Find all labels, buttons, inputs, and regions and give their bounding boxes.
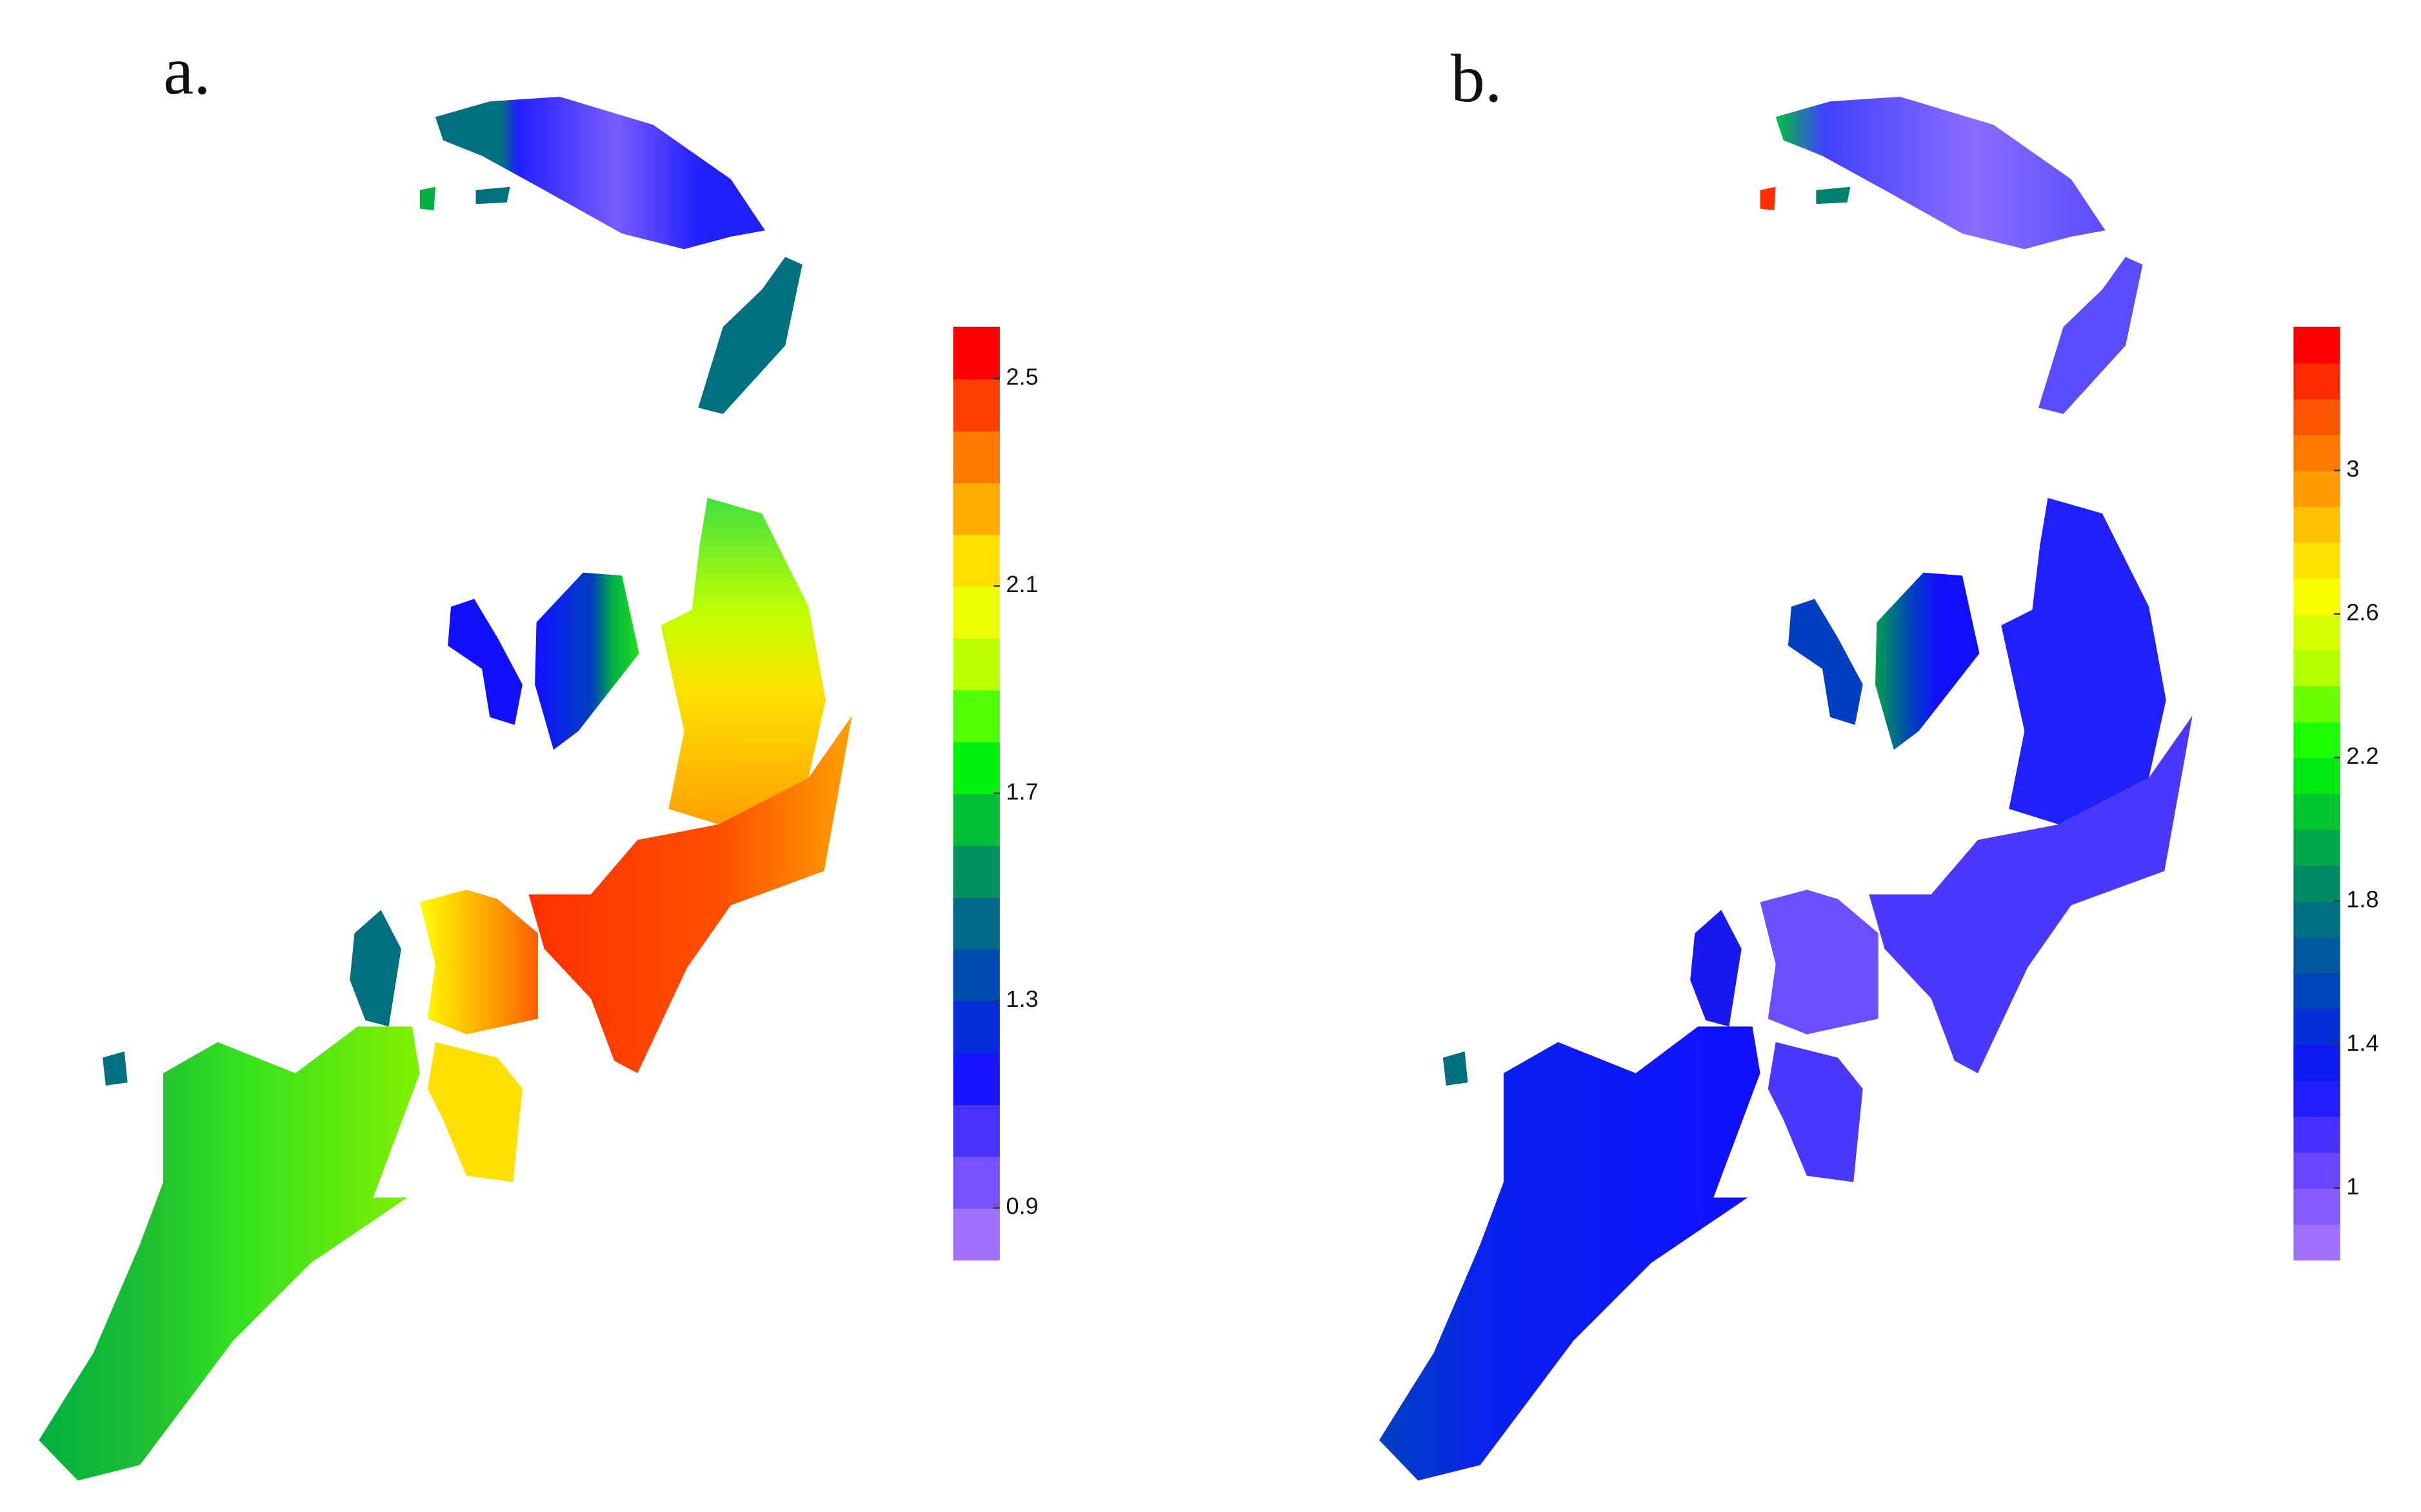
colorbar-band bbox=[2293, 1152, 2340, 1189]
map-a bbox=[39, 96, 852, 1481]
colorbar-band bbox=[953, 948, 1000, 1002]
region bbox=[427, 1042, 523, 1182]
region bbox=[448, 599, 523, 725]
region bbox=[661, 497, 826, 825]
region bbox=[1379, 1026, 1760, 1481]
colorbar-band bbox=[2293, 1008, 2340, 1046]
region bbox=[419, 186, 435, 210]
colorbar-band bbox=[953, 430, 1000, 483]
tick-label: 2.5 bbox=[1006, 364, 1039, 390]
region bbox=[2038, 257, 2143, 414]
colorbar-band bbox=[953, 379, 1000, 432]
colorbar-band bbox=[2293, 685, 2340, 722]
colorbar-band bbox=[2293, 829, 2340, 866]
colorbar-band bbox=[2293, 1224, 2340, 1261]
colorbar-band bbox=[953, 1156, 1000, 1209]
colorbar-band bbox=[2293, 1044, 2340, 1082]
tick-label: 2.1 bbox=[1006, 571, 1039, 597]
colorbar-band bbox=[2293, 937, 2340, 974]
colorbar-band bbox=[953, 1000, 1000, 1053]
region bbox=[1690, 910, 1742, 1027]
region bbox=[350, 910, 401, 1027]
colorbar-band bbox=[2293, 793, 2340, 830]
colorbar-band bbox=[2293, 506, 2340, 543]
colorbar-band bbox=[953, 741, 1000, 795]
region bbox=[698, 257, 802, 414]
colorbar-band bbox=[2293, 434, 2340, 472]
tick-label: 1 bbox=[2346, 1173, 2359, 1199]
region bbox=[1760, 890, 1878, 1035]
colorbar-band bbox=[2293, 326, 2340, 364]
region bbox=[475, 186, 510, 204]
region bbox=[39, 1026, 420, 1481]
region bbox=[1768, 1042, 1863, 1182]
region bbox=[1760, 186, 1776, 210]
tick-label: 0.9 bbox=[1006, 1193, 1039, 1219]
region bbox=[1775, 96, 2106, 250]
colorbar-band bbox=[953, 1208, 1000, 1261]
colorbar-band bbox=[953, 482, 1000, 535]
colorbar-band bbox=[953, 1052, 1000, 1106]
region bbox=[435, 96, 765, 250]
colorbar-band bbox=[2293, 398, 2340, 435]
colorbar-band bbox=[2293, 578, 2340, 615]
colorbar-band bbox=[2293, 613, 2340, 651]
colorbar-band bbox=[2293, 363, 2340, 400]
tick-label: 3 bbox=[2346, 455, 2359, 482]
colorbar-band bbox=[2293, 1080, 2340, 1117]
region bbox=[2001, 497, 2166, 825]
colorbar-band bbox=[953, 793, 1000, 846]
colorbar-band bbox=[953, 586, 1000, 639]
tick-label: 2.6 bbox=[2346, 599, 2378, 625]
region bbox=[1442, 1051, 1468, 1086]
panel-label: a. bbox=[163, 32, 211, 108]
colorbar-band bbox=[953, 326, 1000, 380]
colorbar-band bbox=[2293, 865, 2340, 902]
colorbar-band bbox=[2293, 757, 2340, 795]
colorbar-band bbox=[953, 1104, 1000, 1157]
colorbar-band bbox=[953, 897, 1000, 950]
region bbox=[535, 572, 639, 750]
colorbar-band bbox=[2293, 650, 2340, 687]
region bbox=[419, 890, 538, 1035]
colorbar-band bbox=[953, 534, 1000, 587]
colorbar-band bbox=[2293, 470, 2340, 508]
region bbox=[1875, 572, 1980, 750]
colorbar-band bbox=[2293, 972, 2340, 1010]
colorbar-band bbox=[953, 637, 1000, 691]
colorbar-band bbox=[2293, 1188, 2340, 1225]
map-b bbox=[1379, 96, 2193, 1481]
colorbar-band bbox=[953, 690, 1000, 742]
tick-label: 1.3 bbox=[1006, 986, 1039, 1012]
panel-label: b. bbox=[1451, 40, 1502, 116]
region bbox=[103, 1051, 128, 1086]
tick-label: 2.2 bbox=[2346, 742, 2378, 769]
tick-label: 1.8 bbox=[2346, 886, 2378, 912]
tick-label: 1.7 bbox=[1006, 778, 1039, 804]
tick-label: 1.4 bbox=[2346, 1030, 2378, 1056]
colorbar-band bbox=[2293, 542, 2340, 579]
colorbar-band bbox=[953, 845, 1000, 898]
region bbox=[1816, 186, 1851, 204]
colorbar-band bbox=[2293, 1116, 2340, 1153]
region bbox=[1788, 599, 1863, 725]
colorbar-band bbox=[2293, 900, 2340, 938]
colorbar-band bbox=[2293, 721, 2340, 759]
